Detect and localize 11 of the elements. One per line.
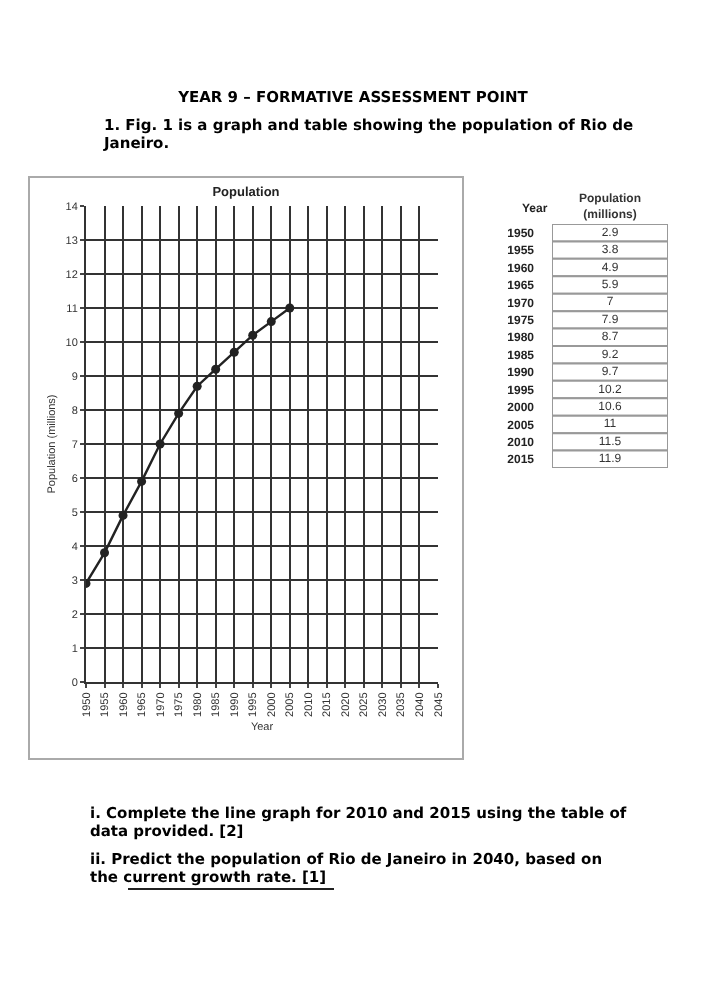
point	[118, 510, 128, 520]
point	[192, 381, 202, 391]
point	[155, 439, 165, 449]
point	[137, 476, 147, 486]
point	[211, 364, 221, 374]
point	[285, 303, 295, 313]
point	[266, 317, 276, 327]
point	[100, 548, 110, 558]
point	[248, 330, 258, 340]
point	[174, 408, 184, 418]
point	[229, 347, 239, 357]
